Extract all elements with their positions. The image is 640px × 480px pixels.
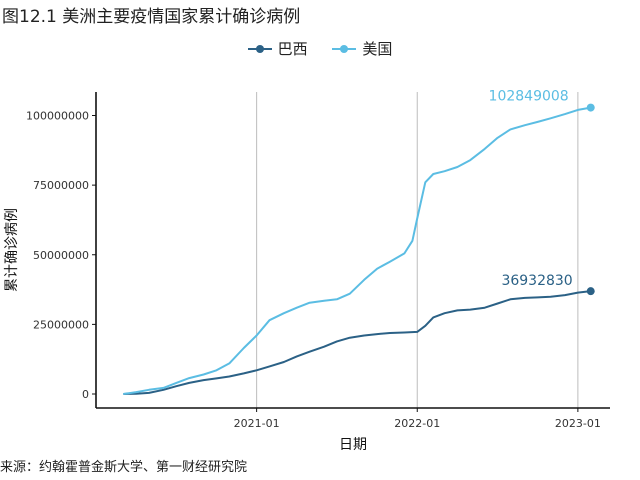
x-tick-label-1: 2022-01 xyxy=(394,417,440,430)
y-tick-label-2: 50000000 xyxy=(33,249,89,262)
figure-title: 图12.1 美洲主要疫情国家累计确诊病例 xyxy=(2,7,301,27)
series-line-0 xyxy=(123,290,591,395)
series-end-label-0: 36932830 xyxy=(501,273,572,289)
series-endpoint-0 xyxy=(586,287,595,296)
x-tick-label-2: 2023-01 xyxy=(555,417,601,430)
x-tick-label-0: 2021-01 xyxy=(234,417,280,430)
legend-key-usa xyxy=(332,43,357,55)
grid-layer xyxy=(256,92,579,408)
legend-label-brazil: 巴西 xyxy=(277,40,308,58)
y-tick-label-0: 0 xyxy=(82,388,89,401)
legend-item-usa: 美国 xyxy=(332,38,392,59)
legend-label-usa: 美国 xyxy=(362,40,393,58)
legend-key-brazil xyxy=(247,43,272,55)
legend-item-brazil: 巴西 xyxy=(247,38,308,59)
series-end-label-1: 102849008 xyxy=(489,89,569,105)
y-tick-label-4: 100000000 xyxy=(26,110,89,123)
label-layer: 36932830 102849008 xyxy=(489,89,573,290)
axis-layer: 0 25000000 50000000 75000000 100000000 2021-0… xyxy=(4,92,610,453)
y-tick-label-1: 25000000 xyxy=(33,318,89,331)
source-note: 来源：约翰霍普金斯大学、第一财经研究院 xyxy=(0,460,248,475)
series-layer xyxy=(123,103,595,395)
series-endpoint-1 xyxy=(586,103,595,112)
x-axis-title: 日期 xyxy=(339,437,367,453)
y-tick-label-3: 75000000 xyxy=(33,179,89,192)
y-axis-title: 累计确诊病例 xyxy=(4,208,20,292)
chart-legend: 巴西 美国 xyxy=(0,38,640,59)
series-line-1 xyxy=(123,106,591,395)
